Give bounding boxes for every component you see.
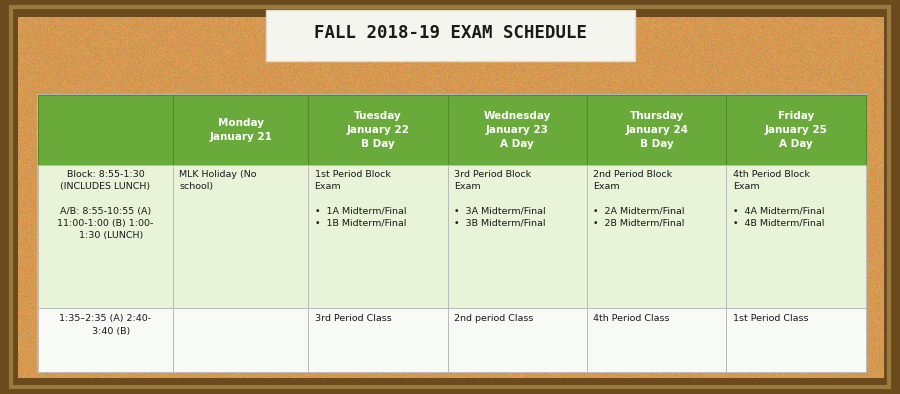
- Text: 1st Period Block
Exam

•  1A Midterm/Final
•  1B Midterm/Final: 1st Period Block Exam • 1A Midterm/Final…: [315, 170, 406, 228]
- Bar: [447, 309, 587, 372]
- Text: Block: 8:55-1:30
(INCLUDES LUNCH)

A/B: 8:55-10:55 (A)
11:00-1:00 (B) 1:00-
    : Block: 8:55-1:30 (INCLUDES LUNCH) A/B: 8…: [58, 170, 154, 240]
- Text: 1st Period Class: 1st Period Class: [733, 314, 808, 323]
- Bar: [309, 165, 447, 309]
- Bar: [38, 95, 866, 372]
- Bar: [587, 165, 726, 309]
- Bar: [726, 165, 866, 309]
- Text: Monday
January 21: Monday January 21: [209, 118, 272, 142]
- Bar: [726, 309, 866, 372]
- Bar: [38, 165, 173, 309]
- FancyBboxPatch shape: [266, 10, 634, 61]
- Bar: [38, 309, 173, 372]
- Text: 3rd Period Block
Exam

•  3A Midterm/Final
•  3B Midterm/Final: 3rd Period Block Exam • 3A Midterm/Final…: [454, 170, 545, 228]
- Text: 2nd period Class: 2nd period Class: [454, 314, 534, 323]
- Bar: [309, 309, 447, 372]
- Bar: [173, 95, 309, 165]
- Text: Friday
January 25
A Day: Friday January 25 A Day: [765, 112, 827, 149]
- Text: Thursday
January 24
B Day: Thursday January 24 B Day: [626, 112, 688, 149]
- Text: Wednesday
January 23
A Day: Wednesday January 23 A Day: [483, 112, 551, 149]
- Bar: [173, 165, 309, 309]
- Bar: [173, 309, 309, 372]
- Bar: [447, 165, 587, 309]
- Text: 4th Period Block
Exam

•  4A Midterm/Final
•  4B Midterm/Final: 4th Period Block Exam • 4A Midterm/Final…: [733, 170, 824, 228]
- Text: 3rd Period Class: 3rd Period Class: [315, 314, 392, 323]
- Text: 4th Period Class: 4th Period Class: [593, 314, 670, 323]
- Bar: [309, 95, 447, 165]
- Text: 1:35–2:35 (A) 2:40-
    3:40 (B): 1:35–2:35 (A) 2:40- 3:40 (B): [59, 314, 151, 336]
- Bar: [726, 95, 866, 165]
- Bar: [587, 309, 726, 372]
- Bar: [587, 95, 726, 165]
- Bar: [447, 95, 587, 165]
- Bar: [38, 95, 173, 165]
- Text: 2nd Period Block
Exam

•  2A Midterm/Final
•  2B Midterm/Final: 2nd Period Block Exam • 2A Midterm/Final…: [593, 170, 685, 228]
- Text: Tuesday
January 22
B Day: Tuesday January 22 B Day: [346, 112, 410, 149]
- Text: MLK Holiday (No
school): MLK Holiday (No school): [179, 170, 256, 191]
- Text: FALL 2018-19 EXAM SCHEDULE: FALL 2018-19 EXAM SCHEDULE: [313, 24, 587, 43]
